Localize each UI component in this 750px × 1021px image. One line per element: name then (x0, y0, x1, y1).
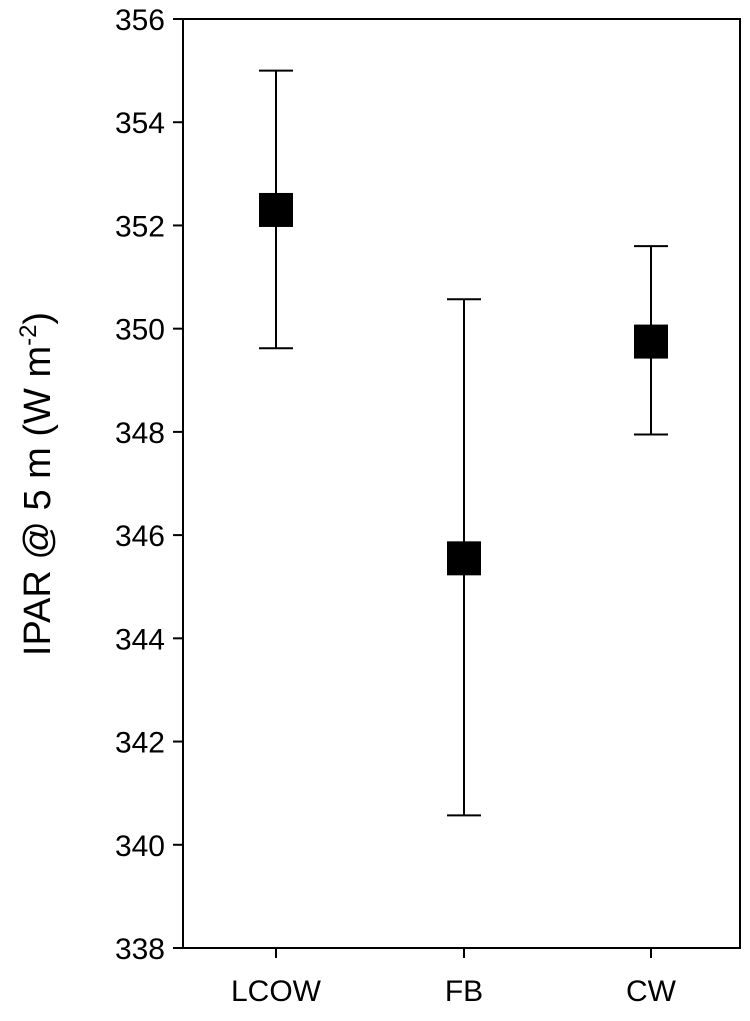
y-tick-label: 344 (115, 623, 165, 656)
x-tick-label: FB (445, 975, 483, 1008)
x-axis: LCOW FB CW (231, 948, 677, 1008)
y-axis-title-close: ) (17, 312, 59, 325)
plot-frame (182, 18, 741, 949)
y-tick-label: 346 (115, 520, 165, 553)
x-tick-label: CW (626, 975, 677, 1008)
y-tick-label: 340 (115, 830, 165, 863)
y-axis-title: IPAR @ 5 m (W m-2) (15, 312, 59, 656)
y-tick-label: 338 (115, 933, 165, 966)
y-tick-label: 348 (115, 417, 165, 450)
y-axis-title-superscript: -2 (15, 325, 42, 346)
y-tick-label: 352 (115, 210, 165, 243)
y-axis: 338 340 342 344 346 348 350 352 354 356 (115, 4, 183, 966)
data-point (259, 192, 293, 227)
data-point (634, 324, 668, 359)
x-tick-label: LCOW (231, 975, 322, 1008)
y-axis-title-main: IPAR @ 5 m (W m (17, 346, 59, 656)
data-marks (259, 69, 668, 817)
y-tick-label: 356 (115, 4, 165, 37)
y-tick-label: 342 (115, 727, 165, 760)
data-point (447, 541, 481, 576)
y-tick-label: 354 (115, 107, 165, 140)
y-tick-label: 350 (115, 314, 165, 347)
